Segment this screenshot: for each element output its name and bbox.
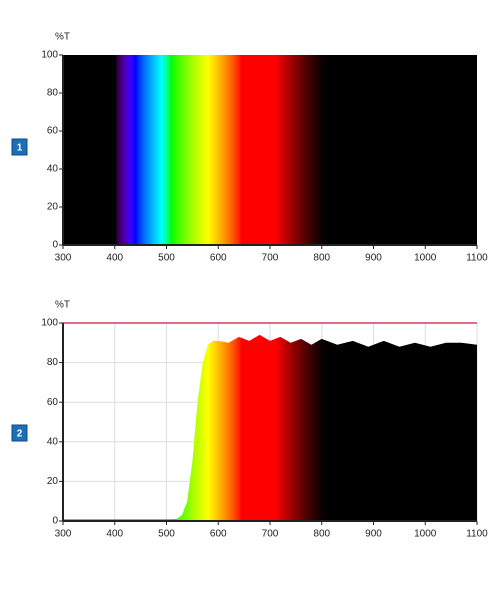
panel-badge	[11, 138, 28, 156]
panel-badge-label: 1	[17, 143, 23, 154]
x-tick-label: 800	[313, 529, 330, 540]
y-tick-label: 80	[47, 357, 59, 368]
y-tick-label: 100	[41, 318, 58, 329]
y-tick-label: 60	[47, 397, 59, 408]
x-tick-label: 900	[365, 253, 382, 264]
x-tick-label: 900	[365, 529, 382, 540]
x-tick-label: 700	[262, 253, 279, 264]
x-tick-label: 300	[55, 529, 72, 540]
spectrum-area	[63, 55, 477, 245]
x-tick-label: 400	[106, 253, 123, 264]
y-tick-label: 80	[47, 88, 59, 99]
x-tick-label: 700	[262, 529, 279, 540]
y-tick-label: 60	[47, 126, 59, 137]
x-tick-label: 1100	[466, 253, 488, 264]
y-tick-label: 40	[47, 164, 59, 175]
y-tick-label: 100	[41, 50, 58, 61]
x-tick-label: 500	[158, 253, 175, 264]
panel-badge-label: 2	[17, 429, 23, 440]
x-tick-label: 400	[106, 529, 123, 540]
y-axis-label: %T	[55, 300, 70, 311]
y-tick-label: 0	[52, 516, 58, 527]
y-tick-label: 20	[47, 476, 59, 487]
x-tick-label: 800	[313, 253, 330, 264]
spectrum-area	[63, 334, 477, 521]
x-tick-label: 1000	[414, 253, 437, 264]
y-tick-label: 20	[47, 202, 59, 213]
x-tick-label: 600	[210, 253, 227, 264]
x-tick-label: 500	[158, 529, 175, 540]
panel-badge	[11, 424, 28, 442]
y-tick-label: 40	[47, 436, 59, 447]
y-tick-label: 0	[52, 240, 58, 251]
y-axis-label: %T	[55, 32, 70, 43]
x-tick-label: 600	[210, 529, 227, 540]
x-tick-label: 300	[55, 253, 72, 264]
x-tick-label: 1100	[466, 529, 488, 540]
x-tick-label: 1000	[414, 529, 437, 540]
